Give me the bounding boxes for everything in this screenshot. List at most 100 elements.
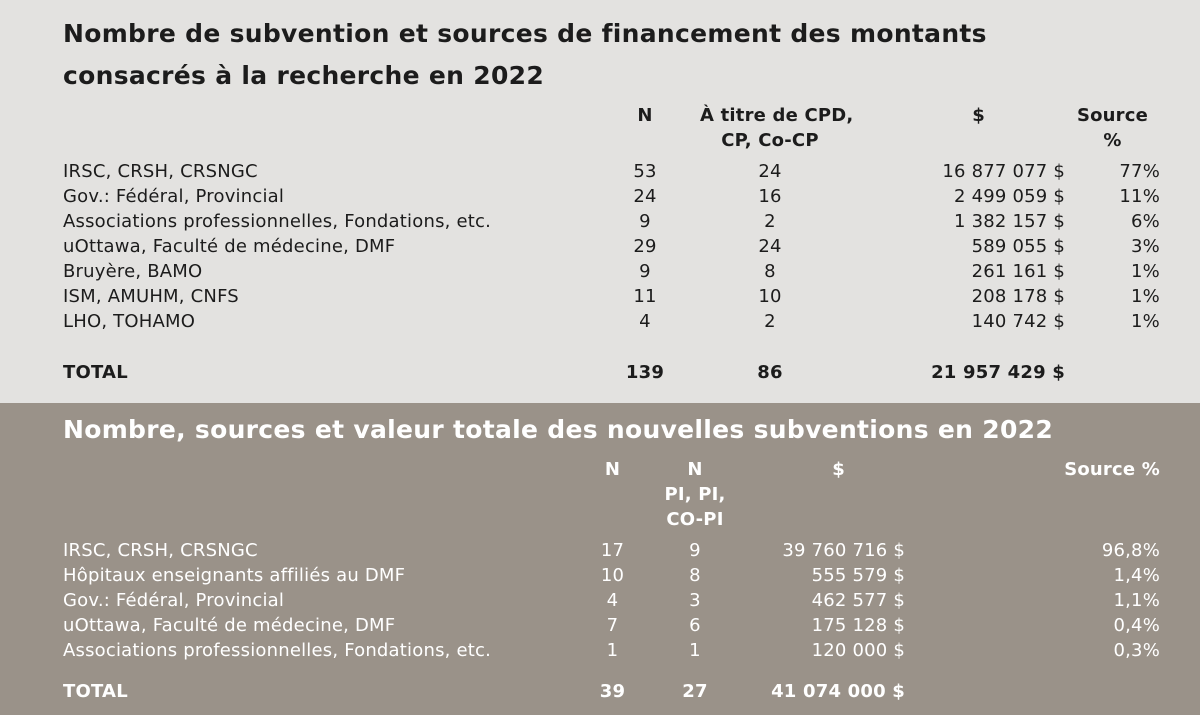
table1-header-source: Source % [1065, 97, 1160, 159]
row-label: ISM, AMUHM, CNFS [63, 286, 239, 308]
table1-header-cpd: À titre de CPD, CP, Co-CP [700, 97, 853, 159]
cell-source: 1% [1131, 261, 1160, 283]
table-row: Gov.: Fédéral, Provincial 4 3 462 577 $ … [63, 588, 1160, 613]
table1: N À titre de CPD, CP, Co-CP $ Source % I… [63, 97, 1160, 385]
row-label: Gov.: Fédéral, Provincial [63, 186, 285, 208]
cell-npi: 3 [689, 590, 701, 612]
cell-n: 7 [606, 615, 619, 637]
cell-n: 24 [633, 186, 657, 208]
table1-header-label [63, 97, 590, 159]
table2-header-row: N N PI, PI, CO-PI $ Source % [63, 451, 1160, 539]
table-row: IRSC, CRSH, CRSNGC 53 24 16 877 077 $ 77… [63, 159, 1160, 184]
table-row: Gov.: Fédéral, Provincial 24 16 2 499 05… [63, 184, 1160, 209]
cell-source: 0,3% [1113, 640, 1160, 662]
total-source [905, 663, 1160, 704]
total-label: TOTAL [63, 362, 128, 384]
table2-header-n: N [604, 458, 621, 480]
cell-amount: 1 382 157 $ [954, 211, 1065, 233]
total-source [1065, 334, 1160, 385]
cell-cpd: 2 [764, 311, 776, 333]
table1-header-row: N À titre de CPD, CP, Co-CP $ Source % [63, 97, 1160, 159]
total-amount: 21 957 429 $ [931, 362, 1065, 384]
table2-header-npi-line2: PI, PI, [664, 483, 726, 505]
table-row: Associations professionnelles, Fondation… [63, 638, 1160, 663]
table2-header-amount: $ [832, 458, 845, 480]
table-row: Hôpitaux enseignants affiliés au DMF 10 … [63, 563, 1160, 588]
row-label: Bruyère, BAMO [63, 261, 203, 283]
cell-source: 1,1% [1113, 590, 1160, 612]
cell-amount: 462 577 $ [811, 590, 905, 612]
cell-n: 53 [633, 161, 657, 183]
row-label: Associations professionnelles, Fondation… [63, 211, 492, 233]
table1-header-source-line2: % [1103, 130, 1122, 152]
cell-source: 3% [1131, 236, 1160, 258]
row-label: uOttawa, Faculté de médecine, DMF [63, 236, 396, 258]
table2-total-row: TOTAL 39 27 41 074 000 $ [63, 663, 1160, 704]
cell-amount: 261 161 $ [971, 261, 1065, 283]
cell-source: 1,4% [1113, 565, 1160, 587]
table2: N N PI, PI, CO-PI $ Source % IRSC, CRSH,… [63, 451, 1160, 705]
cell-source: 1% [1131, 311, 1160, 333]
table2-header: N N PI, PI, CO-PI $ Source % [63, 451, 1160, 539]
cell-source: 96,8% [1101, 540, 1160, 562]
cell-n: 10 [600, 565, 625, 587]
cell-npi: 8 [689, 565, 701, 587]
cell-n: 4 [606, 590, 619, 612]
table1-header-amount: $ [972, 105, 985, 126]
table-row: uOttawa, Faculté de médecine, DMF 29 24 … [63, 234, 1160, 259]
table2-header-label [63, 451, 575, 539]
cell-cpd: 10 [758, 286, 782, 308]
cell-cpd: 16 [758, 186, 782, 208]
row-label: uOttawa, Faculté de médecine, DMF [63, 615, 396, 637]
cell-n: 9 [639, 261, 651, 283]
cell-n: 29 [633, 236, 657, 258]
table2-header-npi-line1: N [687, 458, 703, 480]
table-row: Bruyère, BAMO 9 8 261 161 $ 1% [63, 259, 1160, 284]
row-label: IRSC, CRSH, CRSNGC [63, 540, 258, 562]
cell-cpd: 8 [764, 261, 776, 283]
cell-npi: 1 [689, 640, 701, 662]
row-label: LHO, TOHAMO [63, 311, 196, 333]
table2-title: Nombre, sources et valeur totale des nou… [63, 415, 1054, 444]
cell-npi: 6 [689, 615, 701, 637]
cell-amount: 140 742 $ [971, 311, 1065, 333]
cell-amount: 2 499 059 $ [954, 186, 1065, 208]
table1-body: IRSC, CRSH, CRSNGC 53 24 16 877 077 $ 77… [63, 159, 1160, 385]
cell-n: 1 [606, 640, 619, 662]
table1-header-source-line1: Source [1076, 105, 1149, 126]
total-label: TOTAL [63, 681, 128, 703]
row-label: Gov.: Fédéral, Provincial [63, 590, 285, 612]
total-amount: 41 074 000 $ [771, 681, 905, 703]
table-row: uOttawa, Faculté de médecine, DMF 7 6 17… [63, 613, 1160, 638]
cell-n: 4 [639, 311, 651, 333]
cell-amount: 208 178 $ [971, 286, 1065, 308]
cell-cpd: 24 [758, 161, 782, 183]
table2-body: IRSC, CRSH, CRSNGC 1 7 9 39 760 716 $ 96,… [63, 538, 1160, 704]
cell-amount: 39 760 716 $ [782, 540, 905, 562]
cell-source: 1% [1131, 286, 1160, 308]
cell-source: 11% [1119, 186, 1160, 208]
cell-npi: 9 [689, 540, 701, 562]
cell-cpd: 24 [758, 236, 782, 258]
row-label: Associations professionnelles, Fondation… [63, 640, 492, 662]
cell-source: 6% [1131, 211, 1160, 233]
cell-cpd: 2 [764, 211, 776, 233]
table-row: Associations professionnelles, Fondation… [63, 209, 1160, 234]
total-n: 139 [625, 362, 665, 384]
cell-source: 0,4% [1113, 615, 1160, 637]
cell-n: 9 [639, 211, 651, 233]
total-npi: 27 [682, 681, 708, 703]
cell-n: 11 [633, 286, 657, 308]
table1-header-n: N [637, 105, 653, 126]
table1-total-row: TOTAL 139 86 21 957 429 $ [63, 334, 1160, 385]
row-label: IRSC, CRSH, CRSNGC [63, 161, 258, 183]
row-label: Hôpitaux enseignants affiliés au DMF [63, 565, 406, 587]
table2-header-npi: N PI, PI, CO-PI [650, 451, 740, 539]
table-row: LHO, TOHAMO 4 2 140 742 $ 1% [63, 309, 1160, 334]
total-cpd: 86 [757, 362, 783, 384]
cell-amount: 175 128 $ [811, 615, 905, 637]
cell-source: 77% [1119, 161, 1160, 183]
table2-header-npi-line3: CO-PI [666, 509, 724, 531]
research-funding-section: Nombre de subvention et sources de finan… [0, 0, 1200, 403]
table1-title: Nombre de subvention et sources de finan… [63, 19, 987, 90]
